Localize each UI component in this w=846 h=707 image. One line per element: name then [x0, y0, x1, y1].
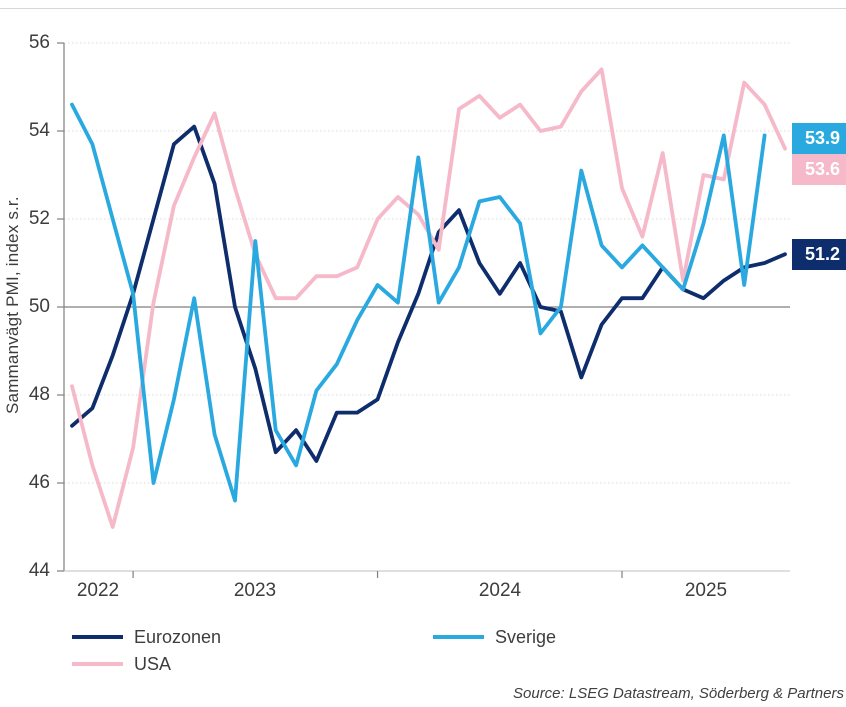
y-tick-44: 44: [28, 560, 50, 581]
x-tick-2025: 2025: [684, 580, 728, 601]
x-tick-2024: 2024: [478, 580, 522, 601]
y-tick-54: 54: [28, 120, 50, 141]
x-tick-2022: 2022: [76, 580, 120, 601]
legend-swatch-eurozonen: [72, 635, 123, 639]
eurozonen-line: [70, 124, 787, 463]
end-label-sverige: 53.9: [792, 123, 846, 154]
y-tick-52: 52: [28, 208, 50, 229]
legend-swatch-sverige: [433, 635, 484, 639]
source-note: Source: LSEG Datastream, Söderberg & Par…: [513, 685, 844, 702]
sverige-line: [70, 102, 767, 503]
y-tick-50: 50: [28, 296, 50, 317]
y-tick-48: 48: [28, 384, 50, 405]
legend-label-usa: USA: [134, 654, 172, 674]
y-tick-46: 46: [28, 472, 50, 493]
end-label-usa: 53.6: [792, 154, 846, 185]
y-tick-56: 56: [28, 32, 50, 53]
x-tick-2023: 2023: [233, 580, 277, 601]
legend-swatch-usa: [72, 662, 123, 666]
legend-label-eurozonen: Eurozonen: [134, 627, 222, 647]
legend-label-sverige: Sverige: [495, 627, 557, 647]
end-label-eurozonen: 51.2: [792, 239, 846, 270]
